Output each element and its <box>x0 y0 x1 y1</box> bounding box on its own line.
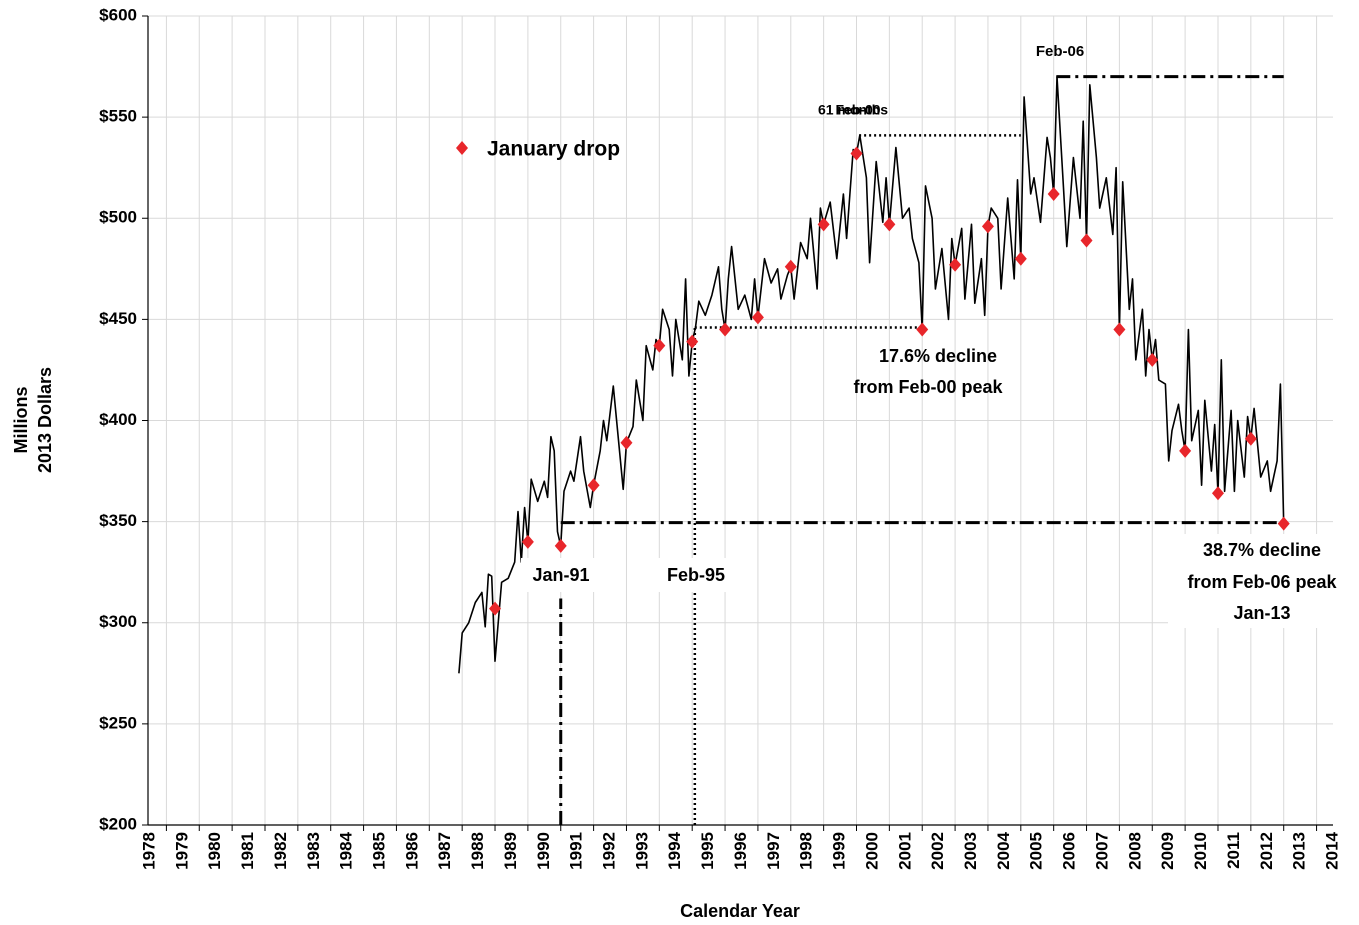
x-tick-label: 1998 <box>797 832 816 870</box>
marker <box>981 219 994 234</box>
x-tick-label: 1985 <box>369 832 388 870</box>
x-tick-label: 1996 <box>731 832 750 870</box>
grid <box>142 15 1333 831</box>
marker <box>521 534 534 549</box>
marker <box>1113 322 1126 337</box>
x-tick-label: 2000 <box>862 832 881 870</box>
x-tick-label: 2008 <box>1125 832 1144 870</box>
marker <box>719 322 732 337</box>
x-tick-label: 1991 <box>567 832 586 870</box>
annotation: 61 months <box>818 102 888 118</box>
marker <box>1146 352 1159 367</box>
marker <box>1080 233 1093 248</box>
x-tick-label: 1983 <box>304 832 323 870</box>
y-axis-title: Millions <box>11 387 31 454</box>
y-tick-label: $400 <box>99 410 137 429</box>
x-tick-label: 1982 <box>271 832 290 870</box>
annotation: 38.7% decline <box>1203 540 1321 560</box>
marker <box>686 334 699 349</box>
y-tick-label: $450 <box>99 309 137 328</box>
annotation: Feb-06 <box>1036 43 1084 60</box>
x-tick-label: 1978 <box>139 832 158 870</box>
marker <box>850 146 863 161</box>
x-tick-label: 2014 <box>1322 831 1341 869</box>
marker <box>751 310 764 325</box>
marker <box>817 217 830 232</box>
y-tick-label: $500 <box>99 208 137 227</box>
x-tick-label: 2006 <box>1060 832 1079 870</box>
marker <box>949 257 962 272</box>
x-tick-label: 2007 <box>1092 832 1111 870</box>
label-box <box>521 558 601 592</box>
marker <box>883 217 896 232</box>
x-tick-label: 1992 <box>600 832 619 870</box>
marker <box>1277 516 1290 531</box>
x-tick-label: 2005 <box>1027 832 1046 870</box>
x-tick-label: 1984 <box>337 831 356 869</box>
marker <box>1047 186 1060 201</box>
y-tick-label: $600 <box>99 5 137 24</box>
x-tick-label: 2009 <box>1158 832 1177 870</box>
marker <box>916 322 929 337</box>
marker <box>1244 431 1257 446</box>
annotation: from Feb-06 peak <box>1187 572 1337 592</box>
x-tick-label: 1987 <box>435 832 454 870</box>
legend: January drop <box>456 138 620 161</box>
marker <box>620 435 633 450</box>
reference-lines <box>559 75 1284 825</box>
x-tick-label: 2010 <box>1191 832 1210 870</box>
marker <box>653 338 666 353</box>
legend-label: January drop <box>487 138 620 161</box>
x-tick-label: 1999 <box>830 832 849 870</box>
marker <box>489 601 502 616</box>
x-tick-label: 2004 <box>994 831 1013 869</box>
marker <box>587 478 600 493</box>
x-tick-label: 1993 <box>632 832 651 870</box>
x-tick-label: 2003 <box>961 832 980 870</box>
x-tick-label: 1988 <box>468 832 487 870</box>
y-tick-label: $200 <box>99 814 137 833</box>
label-box <box>1168 534 1358 628</box>
y-axis-title: 2013 Dollars <box>35 367 55 473</box>
annotation: Feb-95 <box>667 565 725 585</box>
y-tick-label: $550 <box>99 107 137 126</box>
marks <box>458 75 1290 674</box>
x-axis-title: Calendar Year <box>680 901 800 921</box>
x-tick-label: 1981 <box>238 832 257 870</box>
annotation: 17.6% decline <box>879 346 997 366</box>
x-tick-label: 1986 <box>402 832 421 870</box>
x-tick-label: 1995 <box>698 832 717 870</box>
marker <box>1211 486 1224 501</box>
x-tick-label: 1989 <box>501 832 520 870</box>
y-tick-label: $250 <box>99 713 137 732</box>
y-tick-label: $300 <box>99 612 137 631</box>
x-tick-label: 2012 <box>1257 832 1276 870</box>
marker <box>1179 443 1192 458</box>
annotation: Jan-13 <box>1233 603 1290 623</box>
label-box <box>657 558 735 592</box>
legend-swatch <box>456 141 468 155</box>
annotation: Feb-00 <box>835 102 880 118</box>
x-tick-label: 2011 <box>1224 832 1243 869</box>
annotation: Jan-91 <box>532 565 589 585</box>
annotation: from Feb-00 peak <box>853 377 1003 397</box>
x-tick-label: 1979 <box>172 832 191 870</box>
x-tick-label: 2001 <box>895 832 914 870</box>
marker <box>1014 251 1027 266</box>
x-tick-label: 1980 <box>205 832 224 870</box>
marker <box>784 259 797 274</box>
x-tick-label: 1994 <box>665 831 684 869</box>
y-tick-label: $350 <box>99 511 137 530</box>
x-tick-label: 1990 <box>534 832 553 870</box>
x-tick-label: 1997 <box>764 832 783 870</box>
marker <box>554 538 567 553</box>
x-tick-label: 2002 <box>928 832 947 870</box>
x-tick-label: 2013 <box>1290 832 1309 870</box>
